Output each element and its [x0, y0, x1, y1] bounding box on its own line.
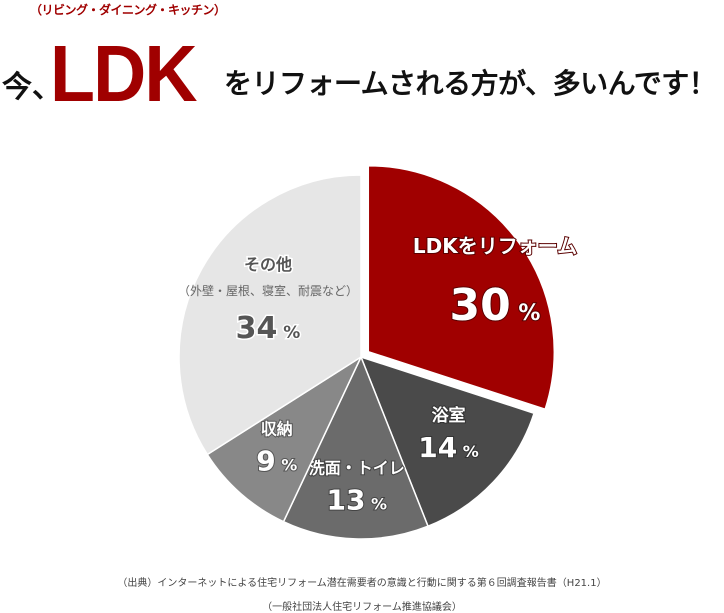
title-suffix: をリフォームされる方が、多いんです！	[224, 67, 717, 100]
slice-value-number: 30	[450, 280, 511, 331]
slice-value: 14 %	[418, 431, 479, 464]
pie-slice	[206, 354, 363, 523]
slice-value-number: 14	[418, 431, 457, 464]
pie-slice	[367, 164, 556, 411]
slice-label: 洗面・トイレ 13 %	[308, 458, 406, 518]
slice-name: その他	[244, 255, 292, 274]
pie-slice	[178, 174, 362, 456]
pie-slice	[282, 355, 429, 540]
slice-name: 洗面・トイレ	[309, 459, 405, 478]
slice-value: 34 %	[236, 311, 301, 346]
footnote-source: （出典）インターネットによる住宅リフォーム潜在需要者の意識と行動に関する第６回調…	[117, 578, 607, 589]
slice-label: LDKをリフォーム 30 %	[412, 233, 578, 332]
slice-value-unit: %	[511, 301, 541, 326]
slice-value: 9 %	[256, 445, 297, 478]
slice-name: LDKをリフォーム	[413, 234, 577, 258]
slice-value-unit: %	[457, 442, 479, 461]
slice-value-number: 9	[256, 445, 275, 478]
title-ruby: （リビング・ダイニング・キッチン）	[30, 3, 226, 17]
title-prefix: 今、	[2, 70, 62, 105]
page-title: 今、 LDK をリフォームされる方が、多いんです！	[0, 18, 724, 118]
title-highlight: LDK	[50, 29, 198, 118]
slice-label: その他 （外壁・屋根、寝室、耐震など） 34 %	[178, 254, 358, 348]
slice-name: 浴室	[432, 405, 466, 426]
slice-value: 13 %	[326, 484, 387, 517]
slice-value-number: 13	[326, 484, 365, 517]
slice-label: 浴室 14 %	[417, 404, 480, 465]
slice-label: 収納 9 %	[255, 419, 298, 479]
footnote-org: （一般社団法人住宅リフォーム推進協議会）	[262, 602, 462, 613]
slice-value-unit: %	[277, 323, 300, 343]
slice-sublabel: （外壁・屋根、寝室、耐震など）	[178, 283, 358, 298]
slice-value-unit: %	[276, 456, 298, 475]
slice-value: 30 %	[450, 280, 541, 331]
pie-slice	[359, 355, 536, 528]
slice-value-unit: %	[365, 495, 387, 514]
slice-name: 収納	[261, 420, 293, 439]
slice-value-number: 34	[236, 311, 278, 346]
